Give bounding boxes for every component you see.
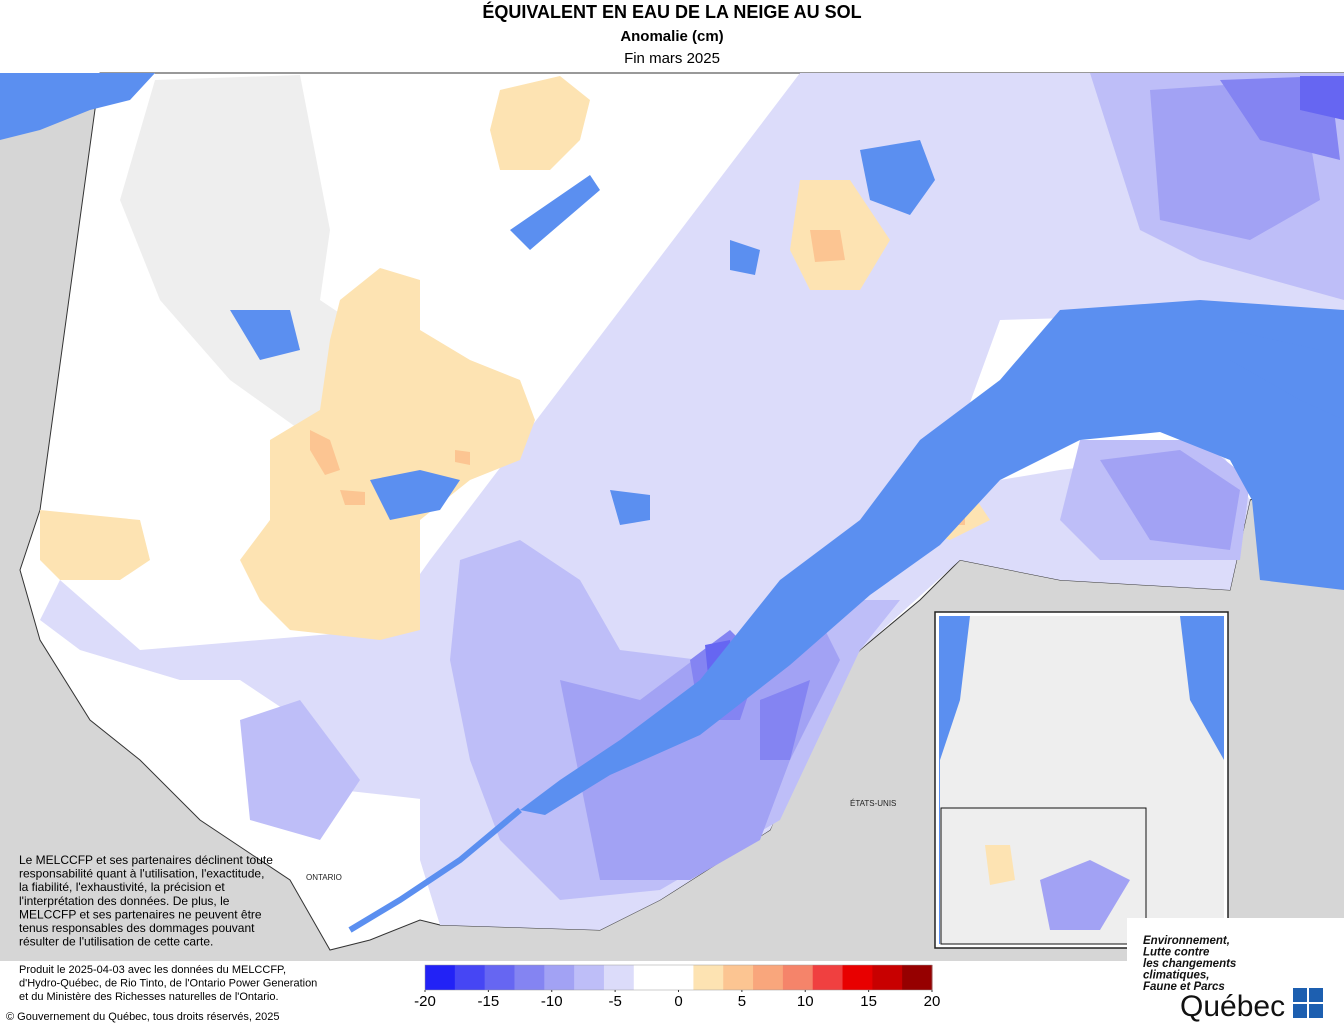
credits: Produit le 2025-04-03 avec les données d… xyxy=(6,964,317,1023)
disclaimer-line: MELCCFP et ses partenaires ne peuvent êt… xyxy=(19,907,262,921)
no-data-area xyxy=(120,75,380,430)
color-swatch xyxy=(454,965,486,990)
color-swatch xyxy=(723,965,754,990)
tick-label: -15 xyxy=(478,993,500,1010)
anomaly-area xyxy=(40,76,990,640)
color-swatch xyxy=(693,965,724,990)
color-swatch xyxy=(484,965,515,990)
tick-label: -20 xyxy=(414,993,436,1010)
color-legend: -20 -15 -10 -5 0 5 10 15 20 xyxy=(414,964,941,1010)
logo-name: Québec xyxy=(1180,990,1285,1023)
tick-label: -10 xyxy=(541,993,563,1010)
color-swatch xyxy=(782,965,814,990)
disclaimer-line: la fiabilité, l'exhaustivité, la précisi… xyxy=(19,880,225,894)
color-swatch xyxy=(633,965,665,990)
map-period: Fin mars 2025 xyxy=(624,50,720,67)
color-swatch xyxy=(425,965,456,990)
region-label: ONTARIO xyxy=(306,873,342,882)
credit-line: d'Hydro-Québec, de Rio Tinto, de l'Ontar… xyxy=(19,978,317,990)
map-title: ÉQUIVALENT EN EAU DE LA NEIGE AU SOL xyxy=(482,1,861,22)
anomaly-area xyxy=(240,73,1344,900)
credit-line: Produit le 2025-04-03 avec les données d… xyxy=(19,964,286,976)
color-swatch xyxy=(842,965,873,990)
credit-line: © Gouvernement du Québec, tous droits ré… xyxy=(6,1011,279,1023)
water xyxy=(0,73,155,140)
disclaimer-line: Le MELCCFP et ses partenaires déclinent … xyxy=(19,853,273,867)
ministry-line: Environnement, xyxy=(1143,935,1230,947)
ministry-line: climatiques, xyxy=(1143,970,1209,982)
color-swatch xyxy=(872,965,903,990)
tick-label: 15 xyxy=(860,993,877,1010)
water xyxy=(1230,330,1344,420)
ministry-line: Lutte contre xyxy=(1143,947,1210,959)
anomaly-area xyxy=(40,73,1344,930)
ministry-line: Faune et Parcs xyxy=(1143,981,1225,993)
tick-label: 5 xyxy=(738,993,746,1010)
color-swatch xyxy=(663,965,694,990)
credit-line: et du Ministère des Richesses naturelles… xyxy=(19,991,279,1003)
water xyxy=(520,300,1344,815)
map-subtitle: Anomalie (cm) xyxy=(620,28,723,45)
disclaimer-line: l'interprétation des données. De plus, l… xyxy=(19,894,230,908)
color-swatch xyxy=(753,965,784,990)
region-label: ÉTATS-UNIS xyxy=(850,799,896,808)
ministry-line: les changements xyxy=(1143,958,1236,970)
map: ONTARIO ÉTATS-UNIS xyxy=(0,72,1344,961)
color-swatch xyxy=(544,965,575,990)
color-swatch xyxy=(574,965,605,990)
color-swatch xyxy=(514,965,545,990)
tick-label: 20 xyxy=(924,993,941,1010)
tick-label: 0 xyxy=(674,993,682,1010)
tick-label: 10 xyxy=(797,993,814,1010)
disclaimer: Le MELCCFP et ses partenaires déclinent … xyxy=(19,853,273,949)
color-swatch xyxy=(603,965,635,990)
inset-map xyxy=(934,611,1229,949)
disclaimer-line: tenus responsables des dommages pouvant xyxy=(19,921,255,935)
disclaimer-line: responsabilité quant à l'utilisation, l'… xyxy=(19,867,264,881)
color-swatch xyxy=(812,965,844,990)
color-swatch xyxy=(902,965,933,990)
disclaimer-line: résulter de l'utilisation de cette carte… xyxy=(19,935,213,949)
river xyxy=(348,807,522,933)
tick-label: -5 xyxy=(608,993,621,1010)
